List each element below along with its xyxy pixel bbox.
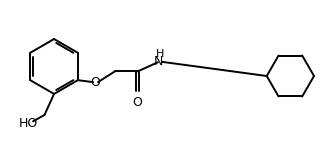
Text: O: O (90, 76, 100, 89)
Text: O: O (133, 96, 143, 109)
Text: HO: HO (19, 117, 38, 130)
Text: N: N (154, 55, 163, 68)
Text: H: H (157, 49, 165, 59)
